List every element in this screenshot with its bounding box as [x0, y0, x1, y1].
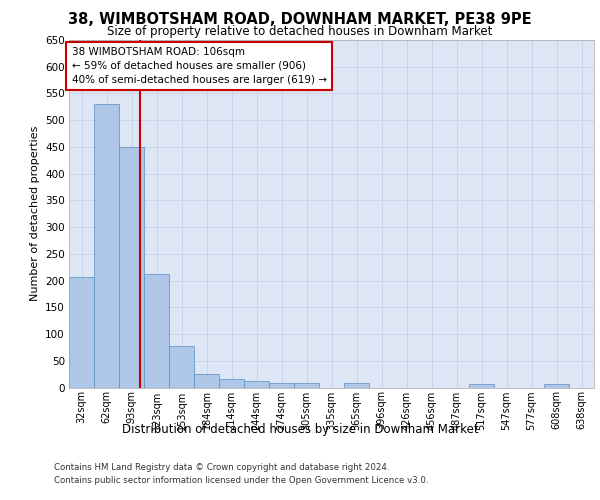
Bar	[144, 274, 169, 388]
Y-axis label: Number of detached properties: Number of detached properties	[29, 126, 40, 302]
Bar	[169, 346, 194, 388]
Bar	[244, 381, 269, 388]
Bar	[119, 147, 144, 388]
Text: 38, WIMBOTSHAM ROAD, DOWNHAM MARKET, PE38 9PE: 38, WIMBOTSHAM ROAD, DOWNHAM MARKET, PE3…	[68, 12, 532, 28]
Text: Contains HM Land Registry data © Crown copyright and database right 2024.: Contains HM Land Registry data © Crown c…	[54, 462, 389, 471]
Bar	[219, 380, 244, 388]
Text: Contains public sector information licensed under the Open Government Licence v3: Contains public sector information licen…	[54, 476, 428, 485]
Bar	[469, 384, 494, 388]
Bar	[294, 383, 319, 388]
Bar	[344, 383, 369, 388]
Bar	[94, 104, 119, 388]
Text: 38 WIMBOTSHAM ROAD: 106sqm
← 59% of detached houses are smaller (906)
40% of sem: 38 WIMBOTSHAM ROAD: 106sqm ← 59% of deta…	[71, 47, 326, 85]
Text: Distribution of detached houses by size in Downham Market: Distribution of detached houses by size …	[122, 422, 478, 436]
Bar	[269, 383, 294, 388]
Bar	[544, 384, 569, 388]
Bar	[194, 374, 219, 388]
Text: Size of property relative to detached houses in Downham Market: Size of property relative to detached ho…	[107, 25, 493, 38]
Bar	[69, 277, 94, 388]
